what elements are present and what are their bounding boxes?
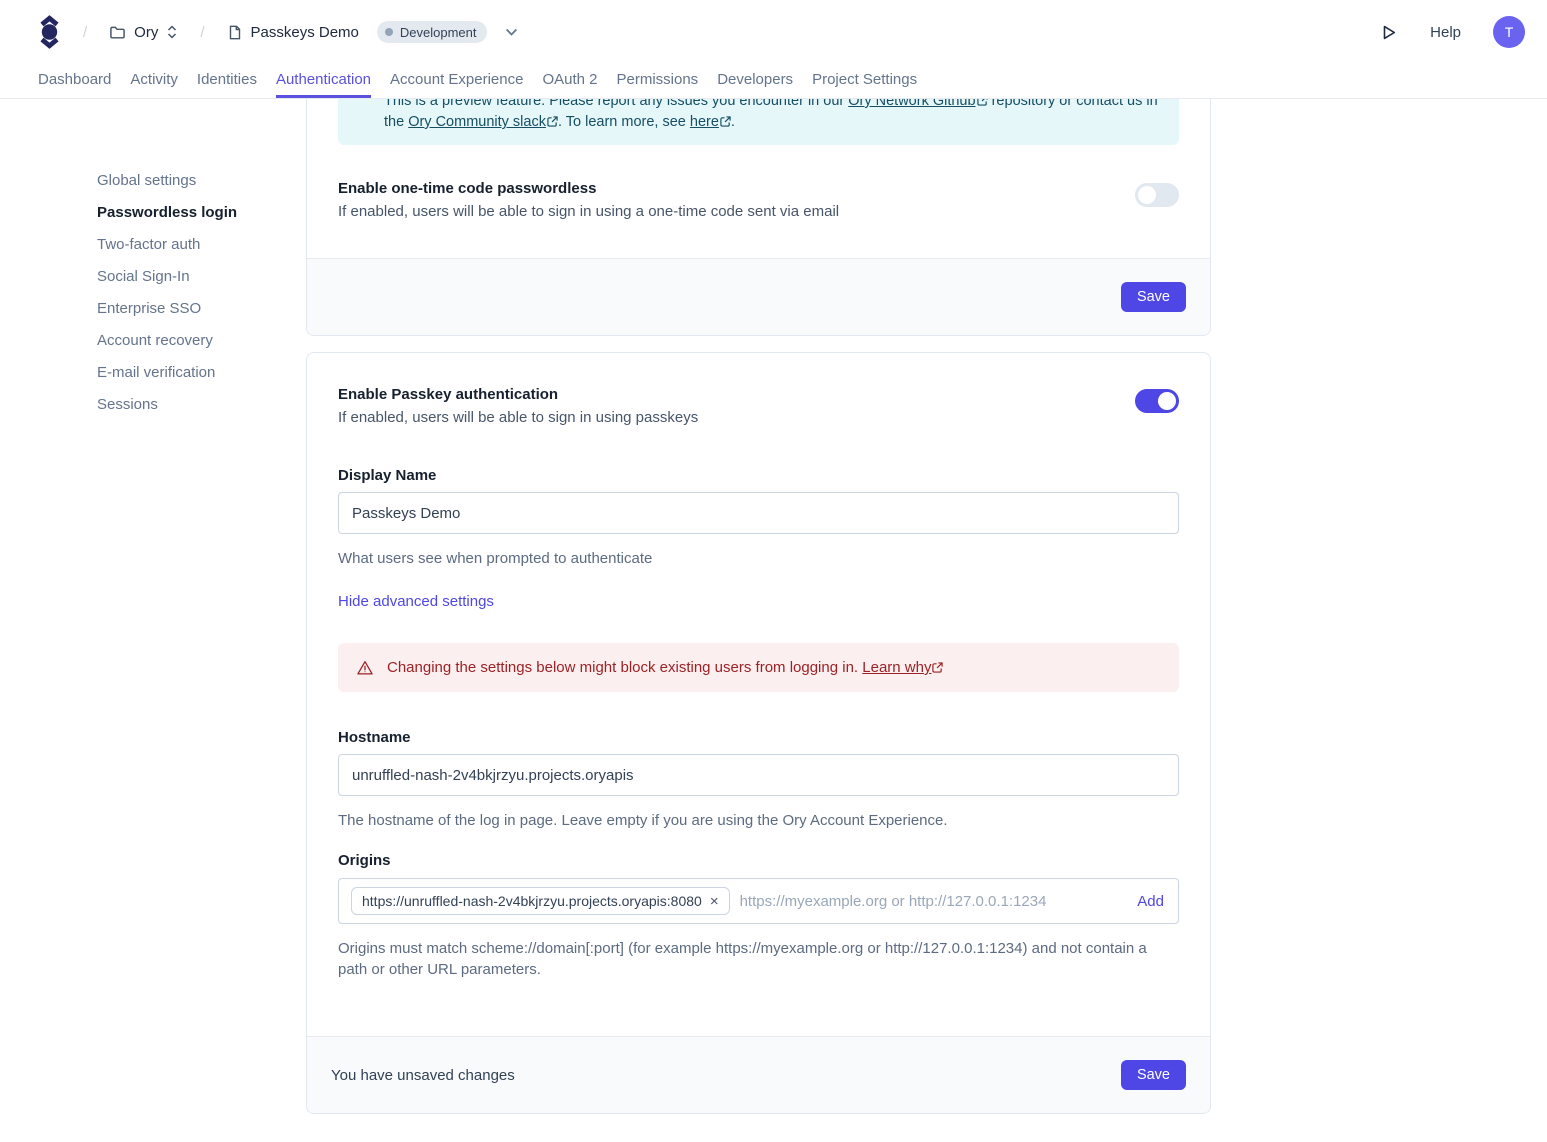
environment-label: Development — [399, 24, 477, 40]
toggle-knob — [1138, 186, 1156, 204]
ory-community-slack-link[interactable]: Ory Community slack — [408, 114, 558, 130]
settings-sidebar: Global settings Passwordless login Two-f… — [0, 99, 306, 427]
workspace-name: Ory — [134, 23, 159, 41]
tab-oauth2[interactable]: OAuth 2 — [542, 71, 598, 88]
avatar[interactable]: T — [1493, 16, 1525, 48]
passkey-toggle-row: Enable Passkey authentication If enabled… — [338, 385, 1179, 428]
passkey-title: Enable Passkey authentication — [338, 386, 559, 403]
breadcrumb-separator: / — [83, 23, 88, 41]
display-name-label: Display Name — [338, 467, 437, 484]
warning-banner: Changing the settings below might block … — [338, 643, 1179, 692]
warning-text: Changing the settings below might block … — [387, 657, 944, 678]
environment-badge: Development — [376, 21, 487, 43]
sidebar-item-social-sign-in[interactable]: Social Sign-In — [97, 268, 190, 285]
learn-why-link[interactable]: Learn why — [862, 659, 944, 676]
environment-dot-icon — [384, 28, 393, 36]
external-link-icon — [547, 116, 558, 127]
remove-origin-icon[interactable]: × — [709, 892, 719, 910]
content-area: Global settings Passwordless login Two-f… — [0, 54, 1547, 1114]
origins-input[interactable] — [739, 892, 1128, 910]
learn-more-here-link[interactable]: here — [690, 114, 731, 130]
document-icon — [229, 25, 240, 39]
play-icon[interactable] — [1379, 23, 1398, 42]
sidebar-item-two-factor-auth[interactable]: Two-factor auth — [97, 236, 201, 253]
sidebar-item-enterprise-sso[interactable]: Enterprise SSO — [97, 300, 202, 317]
warning-triangle-icon — [357, 660, 373, 674]
display-name-helper: What users see when prompted to authenti… — [338, 550, 653, 567]
tab-developers[interactable]: Developers — [717, 71, 794, 88]
save-button[interactable]: Save — [1120, 282, 1186, 312]
hostname-label: Hostname — [338, 729, 411, 746]
help-button[interactable]: Help — [1430, 23, 1461, 41]
folder-icon — [110, 26, 126, 39]
tab-identities[interactable]: Identities — [196, 71, 257, 88]
hostname-helper: The hostname of the log in page. Leave e… — [338, 812, 948, 829]
banner-text: . — [730, 114, 735, 130]
app-header: / Ory / Passkeys Demo Development Help T — [0, 0, 1547, 64]
passkey-description: If enabled, users will be able to sign i… — [338, 409, 699, 426]
tab-activity[interactable]: Activity — [130, 71, 178, 88]
tab-authentication[interactable]: Authentication — [275, 64, 372, 98]
sidebar-item-passwordless-login[interactable]: Passwordless login — [97, 204, 238, 221]
banner-text: the — [384, 114, 409, 130]
save-button[interactable]: Save — [1120, 1060, 1186, 1090]
sidebar-item-email-verification[interactable]: E-mail verification — [97, 364, 216, 381]
tab-permissions[interactable]: Permissions — [616, 71, 699, 88]
unsaved-changes-status: You have unsaved changes — [331, 1066, 515, 1084]
tab-account-experience[interactable]: Account Experience — [390, 71, 524, 88]
external-link-icon — [932, 662, 944, 673]
hide-advanced-settings-link[interactable]: Hide advanced settings — [338, 593, 494, 610]
project-switcher[interactable]: Passkeys Demo Development — [227, 21, 518, 43]
ory-logo[interactable] — [38, 13, 61, 51]
origins-input-group: https://unruffled-nash-2v4bkjrzyu.projec… — [338, 878, 1179, 924]
passkey-toggle[interactable] — [1135, 389, 1179, 413]
add-origin-button[interactable]: Add — [1137, 892, 1164, 910]
tab-project-settings[interactable]: Project Settings — [812, 71, 918, 88]
one-time-code-toggle-row: Enable one-time code passwordless If ena… — [338, 179, 1179, 222]
one-time-code-toggle[interactable] — [1135, 183, 1179, 207]
toggle-knob — [1158, 392, 1176, 410]
hostname-input[interactable] — [338, 754, 1179, 796]
workspace-switcher[interactable]: Ory — [109, 24, 178, 41]
primary-tabbar: Dashboard Activity Identities Authentica… — [0, 64, 1547, 99]
ory-logo-icon — [40, 15, 59, 49]
sidebar-item-sessions[interactable]: Sessions — [97, 396, 158, 413]
passkey-card: Enable Passkey authentication If enabled… — [306, 352, 1211, 1114]
origins-helper: Origins must match scheme://domain[:port… — [338, 940, 1147, 978]
tab-dashboard[interactable]: Dashboard — [38, 71, 112, 88]
settings-main: This is a preview feature. Please report… — [306, 54, 1211, 1114]
origin-chip: https://unruffled-nash-2v4bkjrzyu.projec… — [351, 887, 730, 915]
sidebar-item-account-recovery[interactable]: Account recovery — [97, 332, 213, 349]
one-time-code-title: Enable one-time code passwordless — [338, 180, 597, 197]
external-link-icon — [720, 116, 731, 127]
breadcrumb-separator: / — [200, 23, 205, 41]
banner-text: . To learn more, see — [557, 114, 690, 130]
sidebar-item-global-settings[interactable]: Global settings — [97, 172, 197, 189]
one-time-code-description: If enabled, users will be able to sign i… — [338, 203, 840, 220]
origin-chip-value: https://unruffled-nash-2v4bkjrzyu.projec… — [362, 893, 702, 909]
display-name-input[interactable] — [338, 492, 1179, 534]
passkey-card-footer: You have unsaved changes Save — [307, 1036, 1210, 1113]
chevron-down-icon — [505, 28, 517, 36]
preview-banner-line2: the Ory Community slack. To learn more, … — [384, 112, 1163, 133]
chevron-up-down-icon — [168, 25, 177, 39]
project-name: Passkeys Demo — [250, 23, 359, 41]
one-time-code-card-footer: Save — [307, 258, 1210, 335]
origins-label: Origins — [338, 852, 391, 869]
